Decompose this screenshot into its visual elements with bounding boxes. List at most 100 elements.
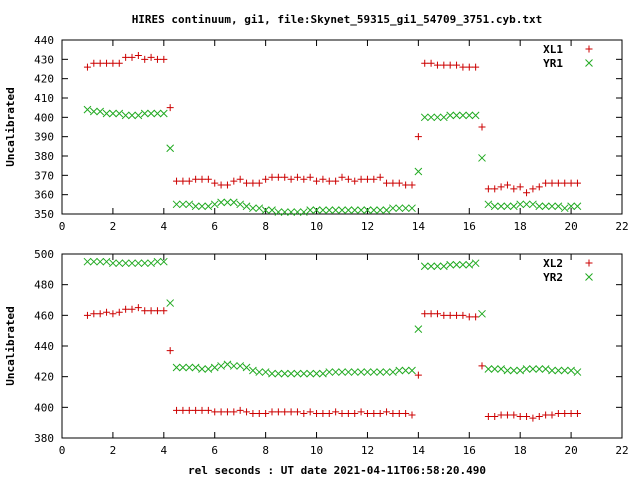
data-point [83, 257, 92, 266]
data-point [179, 177, 187, 185]
data-point [395, 204, 404, 213]
data-point [236, 362, 245, 370]
data-point [172, 363, 181, 372]
data-point [465, 260, 474, 269]
x-tick-label: 18 [514, 220, 527, 233]
x-tick-label: 12 [361, 220, 374, 233]
data-point [446, 260, 455, 269]
data-point [408, 204, 416, 213]
data-point [446, 61, 454, 69]
data-point [109, 109, 117, 118]
data-point [567, 202, 575, 211]
data-point [376, 409, 384, 417]
data-point [274, 173, 282, 181]
data-point [408, 181, 416, 189]
data-point [96, 107, 105, 116]
data-point [109, 259, 117, 268]
y-tick-label: 380 [34, 150, 54, 163]
y-tick-label: 500 [34, 248, 54, 261]
data-point [567, 409, 575, 417]
data-point [293, 173, 301, 181]
data-point [185, 406, 193, 414]
data-point [211, 179, 219, 187]
data-point [351, 177, 359, 185]
data-point [344, 368, 353, 376]
data-point [325, 177, 333, 185]
data-point [382, 368, 391, 376]
data-point [281, 173, 289, 181]
data-point [217, 362, 225, 370]
data-point [325, 368, 334, 376]
data-point [541, 365, 550, 373]
data-point [484, 185, 492, 193]
data-point [523, 413, 531, 421]
data-point [229, 362, 238, 370]
data-point [369, 206, 378, 214]
data-point [141, 55, 149, 63]
data-point [497, 202, 505, 211]
data-point [357, 206, 365, 214]
data-point [185, 200, 194, 209]
data-point [103, 59, 111, 67]
data-point [363, 409, 371, 417]
data-point [299, 369, 308, 378]
data-point [383, 179, 391, 187]
data-point [516, 200, 525, 209]
data-point [523, 189, 531, 197]
data-point [223, 198, 232, 207]
data-point [89, 107, 98, 116]
data-point [446, 111, 455, 120]
data-point [261, 206, 270, 214]
data-point [522, 200, 531, 209]
data-point [140, 259, 149, 268]
data-point [160, 307, 168, 315]
x-tick-label: 0 [59, 444, 66, 457]
data-point [236, 200, 245, 209]
data-point [147, 53, 155, 61]
series-xl1 [83, 51, 581, 197]
data-point [166, 347, 174, 355]
data-point [548, 366, 556, 375]
y-tick-label: 430 [34, 53, 54, 66]
data-point [134, 111, 143, 120]
plot-frame [61, 39, 623, 215]
data-point [147, 307, 155, 315]
legend-label: XL2 [543, 257, 563, 270]
y-tick-label: 370 [34, 169, 54, 182]
data-point [560, 366, 569, 375]
data-point [478, 362, 486, 370]
data-point [402, 181, 410, 189]
data-point [319, 206, 327, 214]
x-tick-label: 20 [564, 220, 577, 233]
x-tick-label: 20 [564, 444, 577, 457]
data-point [529, 185, 537, 193]
data-point [179, 363, 187, 372]
data-point [166, 299, 175, 307]
data-point [420, 262, 429, 271]
data-point [522, 365, 531, 373]
data-point [153, 55, 161, 63]
data-point [122, 53, 130, 61]
data-point [338, 173, 346, 181]
data-point [516, 366, 525, 375]
data-point [179, 406, 187, 414]
data-point [382, 206, 391, 214]
data-point [198, 175, 206, 183]
data-point [350, 368, 359, 376]
data-point [313, 409, 321, 417]
data-point [198, 202, 206, 211]
data-point [325, 206, 334, 214]
y-tick-label: 360 [34, 189, 54, 202]
data-point [249, 179, 257, 187]
legend-marker [585, 259, 593, 267]
data-point [510, 411, 518, 419]
data-point [338, 368, 346, 376]
data-point [478, 123, 486, 131]
data-point [573, 179, 581, 187]
y-tick-label: 400 [34, 401, 54, 414]
data-point [102, 257, 111, 266]
data-point [306, 206, 315, 214]
data-point [408, 366, 416, 375]
data-point [344, 206, 353, 214]
data-point [242, 202, 251, 211]
